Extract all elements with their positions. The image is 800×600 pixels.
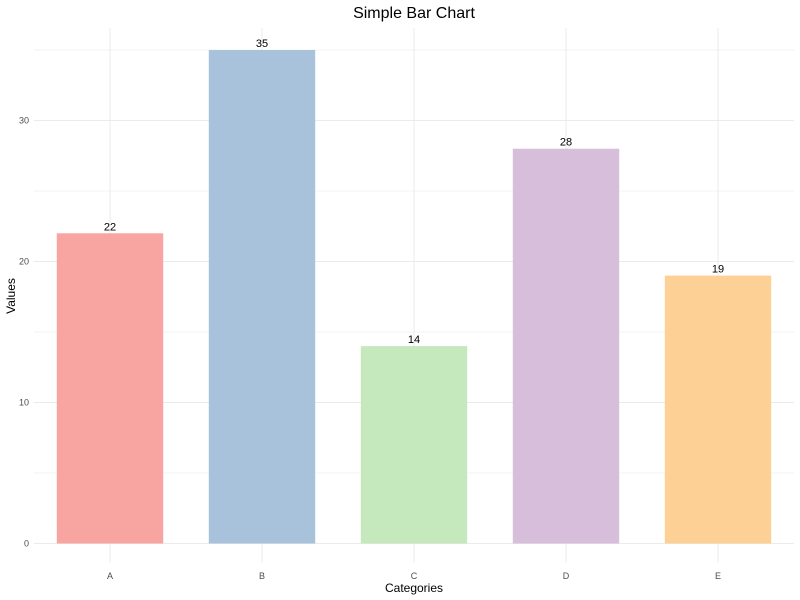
x-tick-label: C [411, 571, 418, 581]
y-tick-label: 30 [19, 116, 29, 126]
bars-layer [56, 50, 772, 544]
x-tick-label: E [715, 571, 721, 581]
x-axis-title: Categories [385, 581, 443, 595]
data-label-a: 22 [104, 221, 116, 233]
y-axis-ticks: 0 10 20 30 [19, 116, 29, 549]
x-tick-label: D [563, 571, 570, 581]
y-tick-label: 0 [24, 539, 29, 549]
y-axis-title: Values [4, 278, 18, 314]
y-tick-label: 10 [19, 398, 29, 408]
data-label-b: 35 [256, 38, 268, 50]
x-tick-label: A [107, 571, 113, 581]
bar-d [512, 148, 620, 544]
data-label-e: 19 [712, 264, 724, 276]
data-label-c: 14 [408, 334, 420, 346]
data-label-d: 28 [560, 137, 572, 149]
bar-a [56, 233, 164, 544]
bar-c [360, 346, 468, 544]
bar-e [664, 275, 772, 544]
bar-b [208, 50, 316, 544]
y-tick-label: 20 [19, 257, 29, 267]
data-labels-layer: 22 35 14 28 19 [104, 38, 724, 346]
chart-title: Simple Bar Chart [353, 5, 475, 22]
x-axis-ticks: A B C D E [107, 571, 721, 581]
x-tick-label: B [259, 571, 265, 581]
